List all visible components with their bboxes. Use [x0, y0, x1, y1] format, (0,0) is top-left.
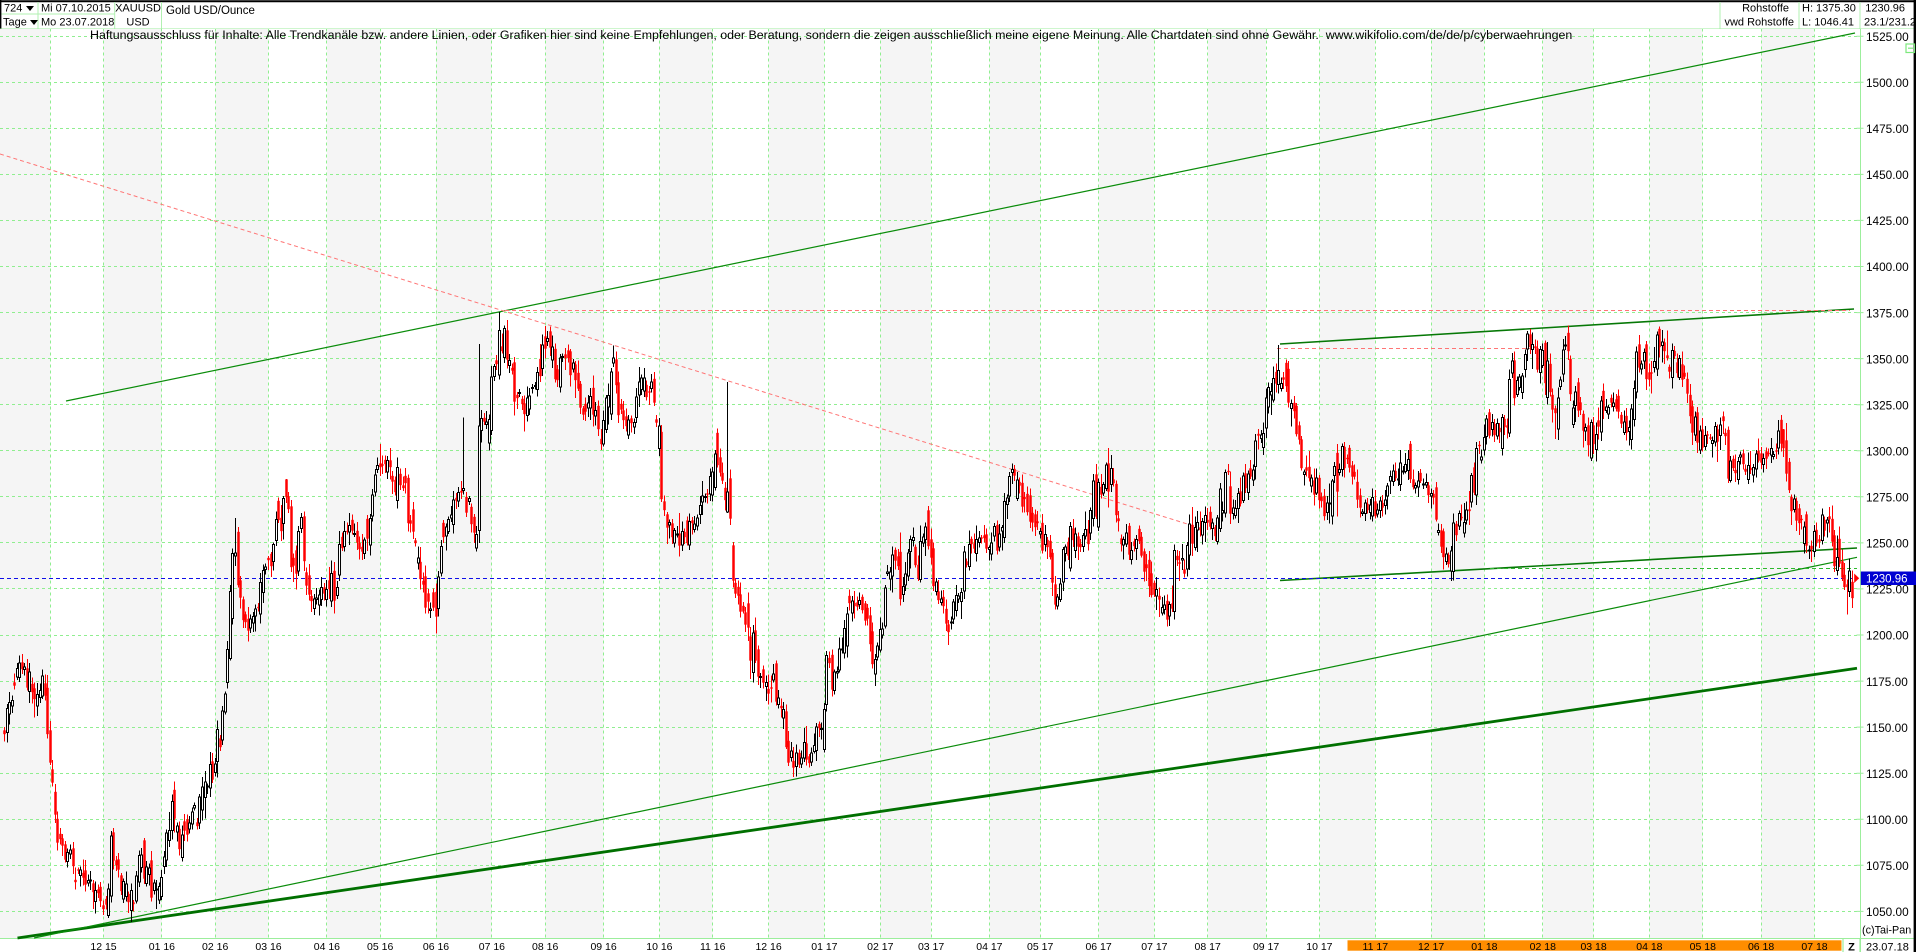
svg-text:1050.00: 1050.00 — [1866, 905, 1909, 919]
svg-text:Gold USD/Ounce: Gold USD/Ounce — [166, 5, 255, 17]
svg-text:Haftungsausschluss für Inhalte: Haftungsausschluss für Inhalte: Alle Tre… — [90, 28, 1572, 42]
svg-text:Rohstoffe: Rohstoffe — [1742, 3, 1789, 15]
svg-text:07 16: 07 16 — [479, 941, 505, 952]
svg-text:1400.00: 1400.00 — [1866, 260, 1909, 274]
svg-text:1230.96: 1230.96 — [1866, 573, 1908, 585]
svg-text:08 16: 08 16 — [532, 941, 558, 952]
svg-text:1150.00: 1150.00 — [1866, 721, 1908, 735]
svg-text:23.07.18: 23.07.18 — [1866, 942, 1909, 952]
svg-text:10 16: 10 16 — [646, 941, 672, 952]
svg-text:1125.00: 1125.00 — [1866, 767, 1908, 781]
svg-text:02 16: 02 16 — [202, 941, 228, 952]
svg-text:05 16: 05 16 — [367, 941, 393, 952]
svg-text:05 18: 05 18 — [1690, 941, 1716, 952]
svg-text:1350.00: 1350.00 — [1866, 352, 1909, 366]
svg-text:10 17: 10 17 — [1306, 941, 1332, 952]
svg-text:Z: Z — [1848, 942, 1855, 952]
svg-text:1375.00: 1375.00 — [1866, 306, 1909, 320]
svg-text:11 17: 11 17 — [1363, 941, 1389, 952]
svg-text:06 16: 06 16 — [423, 941, 449, 952]
svg-text:04 16: 04 16 — [314, 941, 340, 952]
svg-text:1450.00: 1450.00 — [1866, 168, 1909, 182]
svg-text:1475.00: 1475.00 — [1866, 122, 1909, 136]
svg-text:1500.00: 1500.00 — [1866, 76, 1909, 90]
svg-text:724: 724 — [4, 3, 22, 15]
svg-text:1425.00: 1425.00 — [1866, 214, 1909, 228]
svg-text:1525.00: 1525.00 — [1866, 30, 1909, 44]
svg-text:1230.96: 1230.96 — [1865, 3, 1905, 15]
svg-text:Mi 07.10.2015: Mi 07.10.2015 — [41, 3, 111, 15]
svg-text:L: 1046.41: L: 1046.41 — [1802, 17, 1854, 29]
svg-text:08 17: 08 17 — [1195, 941, 1221, 952]
svg-text:09 16: 09 16 — [590, 941, 616, 952]
svg-text:1075.00: 1075.00 — [1866, 859, 1909, 873]
svg-text:07 18: 07 18 — [1801, 941, 1827, 952]
svg-text:12 16: 12 16 — [755, 941, 781, 952]
svg-text:(c)Tai-Pan: (c)Tai-Pan — [1862, 925, 1911, 937]
svg-text:11 16: 11 16 — [700, 941, 726, 952]
svg-text:1275.00: 1275.00 — [1866, 491, 1909, 505]
svg-text:03 17: 03 17 — [918, 941, 944, 952]
svg-text:05 17: 05 17 — [1027, 941, 1053, 952]
svg-text:04 17: 04 17 — [976, 941, 1002, 952]
svg-text:1200.00: 1200.00 — [1866, 629, 1909, 643]
svg-text:01 16: 01 16 — [149, 941, 175, 952]
svg-text:02 18: 02 18 — [1530, 941, 1556, 952]
svg-text:1225.00: 1225.00 — [1866, 583, 1909, 597]
svg-text:Mo 23.07.2018: Mo 23.07.2018 — [41, 17, 114, 29]
svg-text:03 18: 03 18 — [1580, 941, 1606, 952]
svg-text:USD: USD — [126, 17, 149, 29]
svg-text:06 17: 06 17 — [1085, 941, 1111, 952]
svg-text:01 18: 01 18 — [1471, 941, 1497, 952]
svg-text:vwd Rohstoffe: vwd Rohstoffe — [1724, 17, 1794, 29]
svg-text:07 17: 07 17 — [1141, 941, 1167, 952]
svg-text:1250.00: 1250.00 — [1866, 537, 1909, 551]
svg-text:23.1/231.2: 23.1/231.2 — [1864, 17, 1916, 29]
svg-text:09 17: 09 17 — [1253, 941, 1279, 952]
svg-text:01 17: 01 17 — [811, 941, 837, 952]
svg-text:12 15: 12 15 — [90, 941, 116, 952]
svg-text:XAUUSD: XAUUSD — [115, 3, 161, 15]
svg-text:04 18: 04 18 — [1636, 941, 1662, 952]
svg-text:1325.00: 1325.00 — [1866, 398, 1909, 412]
svg-text:12 17: 12 17 — [1418, 941, 1444, 952]
svg-text:Tage: Tage — [3, 17, 27, 29]
svg-text:02 17: 02 17 — [867, 941, 893, 952]
svg-text:H: 1375.30: H: 1375.30 — [1802, 3, 1856, 15]
svg-text:1175.00: 1175.00 — [1866, 675, 1908, 689]
svg-text:03 16: 03 16 — [255, 941, 281, 952]
svg-text:1300.00: 1300.00 — [1866, 444, 1909, 458]
svg-text:06 18: 06 18 — [1748, 941, 1774, 952]
svg-text:1100.00: 1100.00 — [1866, 813, 1908, 827]
